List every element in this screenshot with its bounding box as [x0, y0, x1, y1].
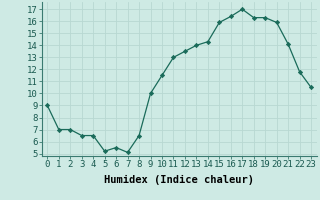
X-axis label: Humidex (Indice chaleur): Humidex (Indice chaleur) — [104, 175, 254, 185]
